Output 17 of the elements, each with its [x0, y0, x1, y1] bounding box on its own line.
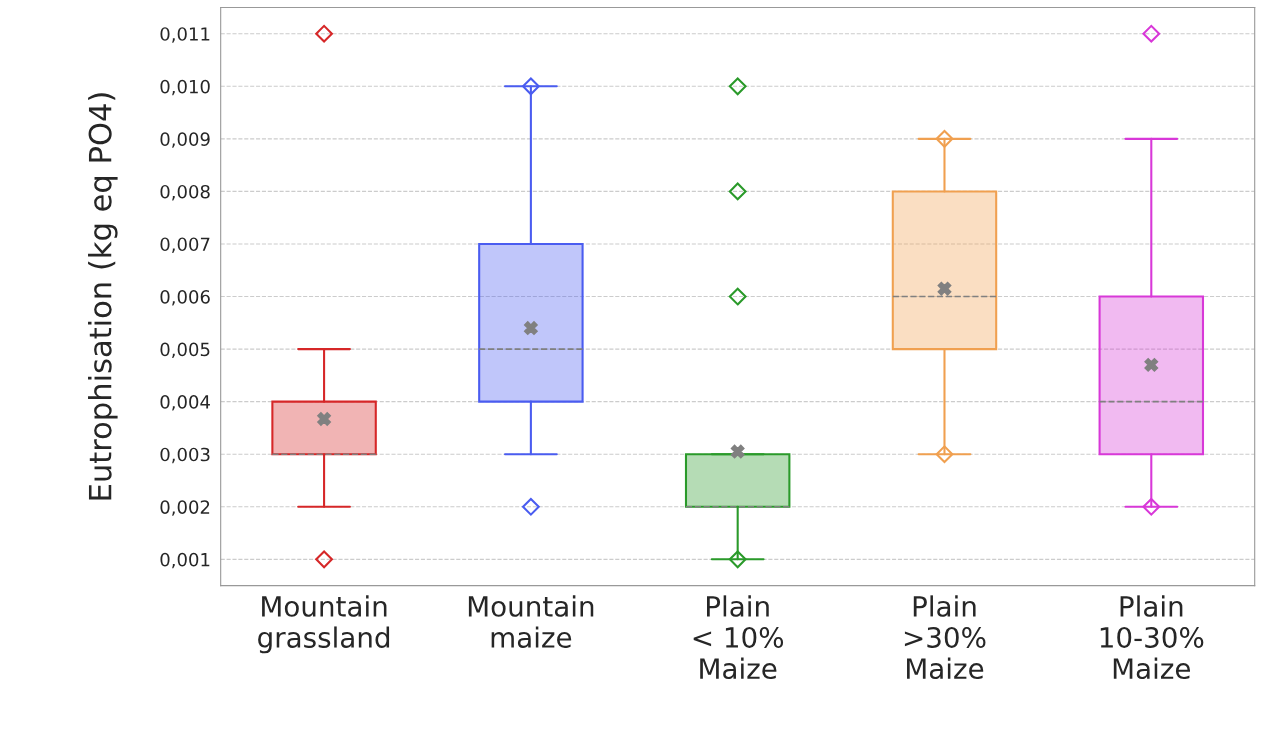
y-tick-label: 0,005 — [160, 342, 210, 359]
y-tick-label: 0,003 — [160, 447, 210, 464]
x-tick-label: Mountain grassland — [258, 595, 390, 654]
y-tick-label: 0,007 — [160, 237, 210, 253]
x-tick-label: Plain < 10% Maize — [693, 595, 784, 680]
y-tick-label: 0,008 — [160, 184, 210, 201]
y-axis-title: Eutrophisation (kg eq PO4) — [88, 93, 118, 500]
x-tick-label: Plain >30% Maize — [904, 595, 986, 680]
y-tick-label: 0,001 — [160, 552, 210, 569]
y-tick-label: 0,011 — [160, 27, 210, 43]
y-tick-label: 0,009 — [160, 132, 210, 148]
y-tick-label: 0,010 — [160, 79, 210, 96]
y-tick-label: 0,004 — [160, 395, 210, 411]
x-tick-label: Mountain maize — [468, 595, 594, 648]
y-tick-label: 0,002 — [160, 500, 210, 516]
x-tick-label: Plain 10-30% Maize — [1100, 595, 1204, 680]
y-tick-label: 0,006 — [160, 289, 210, 306]
